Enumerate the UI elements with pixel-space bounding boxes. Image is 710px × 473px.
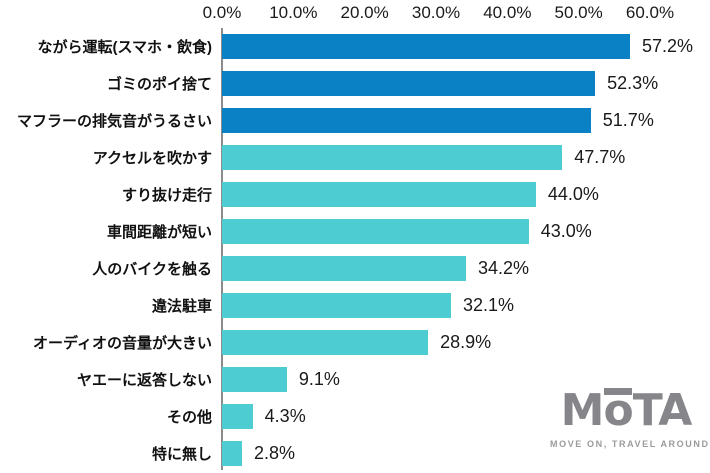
category-label: ゴミのポイ捨て bbox=[106, 76, 212, 93]
y-axis-line bbox=[221, 28, 223, 470]
bar bbox=[222, 293, 451, 318]
bar bbox=[222, 441, 242, 466]
value-label: 51.7% bbox=[602, 110, 654, 130]
x-axis-tick-label: 60.0% bbox=[625, 3, 675, 22]
bar-row: 人のバイクを触る 34.2% bbox=[0, 250, 710, 287]
category-label: 車間距離が短い bbox=[106, 224, 212, 241]
x-axis-tick-label: 50.0% bbox=[554, 3, 603, 22]
value-label: 4.3% bbox=[264, 406, 306, 426]
bar bbox=[222, 256, 466, 281]
bar-row: すり抜け走行 44.0% bbox=[0, 176, 710, 213]
value-label: 44.0% bbox=[547, 184, 599, 204]
category-label: 違法駐車 bbox=[151, 298, 212, 315]
bar-row: その他 4.3% bbox=[0, 398, 710, 435]
value-label: 43.0% bbox=[540, 221, 592, 241]
value-label: 9.1% bbox=[298, 369, 340, 389]
bar bbox=[222, 330, 429, 355]
bar-row: ゴミのポイ捨て 52.3% bbox=[0, 65, 710, 102]
bar bbox=[222, 34, 631, 59]
bar-area: 9.1% bbox=[222, 367, 710, 392]
bar-row: マフラーの排気音がうるさい 51.7% bbox=[0, 102, 710, 139]
bar-area: 43.0% bbox=[222, 219, 710, 244]
bar bbox=[222, 71, 596, 96]
x-axis-tick-label: 0.0% bbox=[202, 3, 242, 22]
bar-area: 34.2% bbox=[222, 256, 710, 281]
category-label: アクセルを吹かす bbox=[92, 150, 212, 167]
value-label: 57.2% bbox=[642, 36, 694, 56]
bar-area: 44.0% bbox=[222, 182, 710, 207]
x-axis: 0.0% 10.0% 20.0% 30.0% 40.0% 50.0% 60.0% bbox=[203, 0, 710, 28]
bar bbox=[222, 404, 253, 429]
bar-row: ながら運転(スマホ・飲食) 57.2% bbox=[0, 28, 710, 65]
x-axis-tick-label: 30.0% bbox=[411, 3, 461, 22]
value-label: 34.2% bbox=[477, 258, 529, 278]
bar-area: 4.3% bbox=[222, 404, 710, 429]
bar-rows: ながら運転(スマホ・飲食) 57.2% ゴミのポイ捨て 52.3% マフラーの排気音がう… bbox=[0, 28, 710, 472]
category-label: ながら運転(スマホ・飲食) bbox=[37, 39, 212, 56]
bar-area: 32.1% bbox=[222, 293, 710, 318]
logo-letter-o: o bbox=[603, 385, 634, 436]
bar-row: アクセルを吹かす 47.7% bbox=[0, 139, 710, 176]
x-axis-tick-label: 10.0% bbox=[269, 3, 318, 22]
bar bbox=[222, 108, 591, 133]
bar bbox=[222, 219, 529, 244]
bar-area: 51.7% bbox=[222, 108, 710, 133]
bar-row: 特に無し 2.8% bbox=[0, 435, 710, 472]
value-label: 47.7% bbox=[574, 147, 626, 167]
category-label: ヤエーに返答しない bbox=[76, 372, 212, 389]
category-label: 特に無し bbox=[151, 446, 212, 463]
bar bbox=[222, 145, 563, 170]
category-label: オーディオの音量が大きい bbox=[33, 335, 212, 352]
value-label: 2.8% bbox=[253, 443, 295, 463]
logo-letter-m: M bbox=[560, 385, 605, 436]
category-label: すり抜け走行 bbox=[121, 187, 212, 204]
category-label: その他 bbox=[166, 409, 212, 426]
bar-row: オーディオの音量が大きい 28.9% bbox=[0, 324, 710, 361]
bar-area: 57.2% bbox=[222, 34, 710, 59]
bar-row: ヤエーに返答しない 9.1% bbox=[0, 361, 710, 398]
bar-row: 違法駐車 32.1% bbox=[0, 287, 710, 324]
bar bbox=[222, 367, 287, 392]
bar-row: 車間距離が短い 43.0% bbox=[0, 213, 710, 250]
value-label: 32.1% bbox=[462, 295, 515, 315]
category-label: マフラーの排気音がうるさい bbox=[16, 113, 212, 130]
macron-bar-icon bbox=[604, 388, 632, 395]
bar-area: 52.3% bbox=[222, 71, 710, 96]
bar-area: 2.8% bbox=[222, 441, 710, 466]
value-label: 28.9% bbox=[440, 332, 492, 352]
x-axis-tick-label: 40.0% bbox=[483, 3, 532, 22]
bar bbox=[222, 182, 536, 207]
logo-letters-ta: TA bbox=[632, 385, 693, 436]
bar-area: 47.7% bbox=[222, 145, 710, 170]
category-label: 人のバイクを触る bbox=[92, 261, 212, 278]
bar-area: 28.9% bbox=[222, 330, 710, 355]
x-axis-tick-label: 20.0% bbox=[340, 3, 389, 22]
value-label: 52.3% bbox=[607, 73, 659, 93]
mota-tagline: MOVE ON, TRAVEL AROUND bbox=[550, 439, 710, 449]
